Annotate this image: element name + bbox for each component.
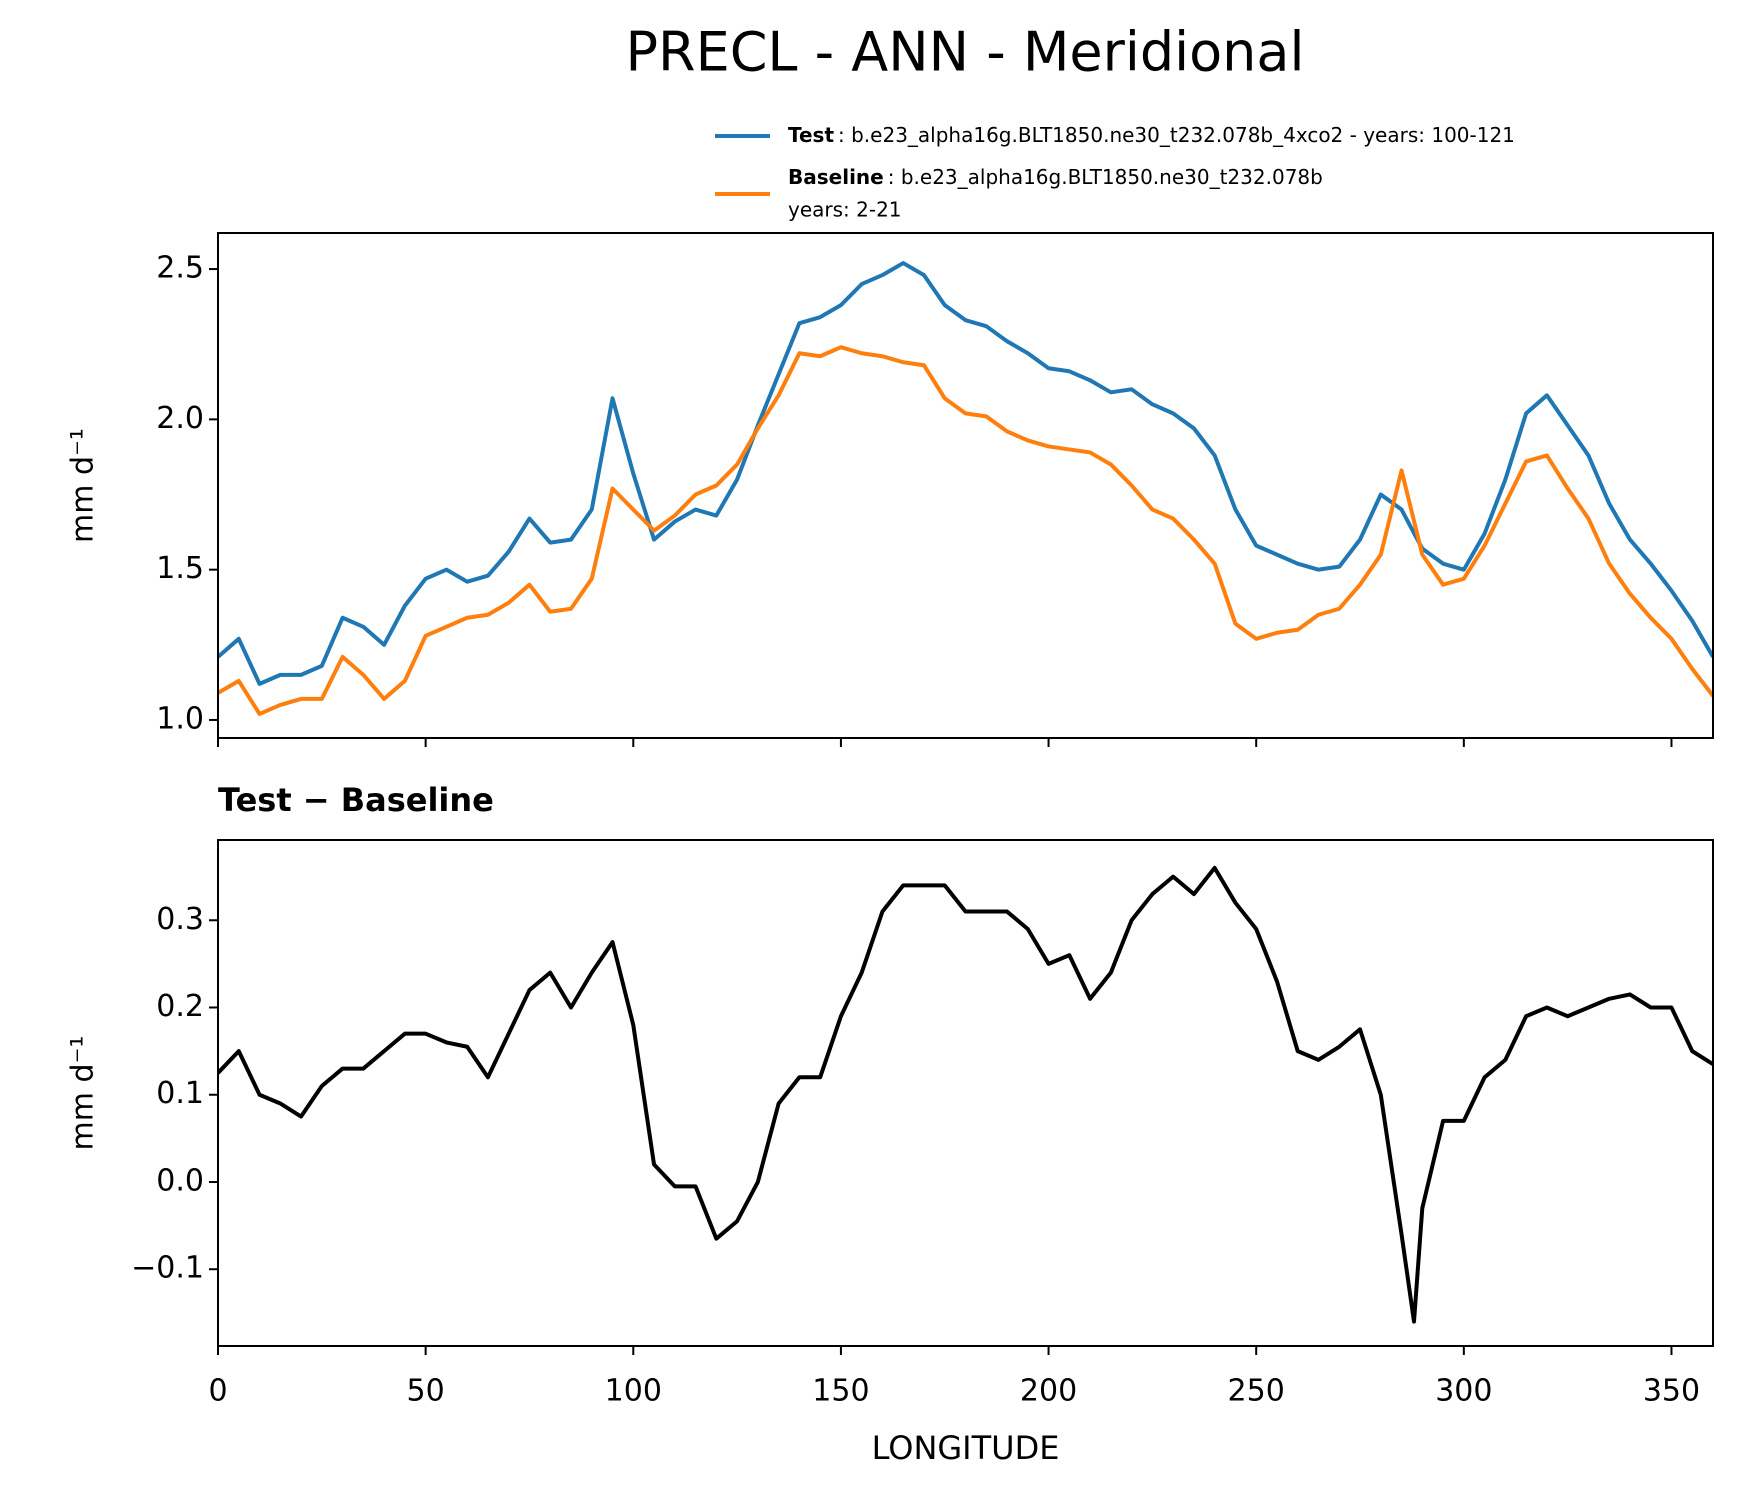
y-axis-label: mm d⁻¹ [66, 428, 101, 543]
y-tick-label: −0.1 [131, 1251, 204, 1286]
x-tick-label: 300 [1435, 1374, 1492, 1409]
y-tick-label: 2.5 [156, 251, 204, 286]
data-line [218, 261, 1713, 686]
plot-frame [217, 232, 1714, 739]
y-tick-label: 2.0 [156, 401, 204, 436]
data-line [218, 345, 1713, 716]
legend-description: years: 2-21 [788, 198, 902, 222]
chart-title: PRECL - ANN - Meridional [625, 21, 1304, 84]
y-tick-label: 1.0 [156, 701, 204, 736]
y-axis-label: mm d⁻¹ [66, 1036, 101, 1151]
x-axis-label: LONGITUDE [872, 1429, 1060, 1467]
x-tick-label: 200 [1020, 1374, 1077, 1409]
y-tick-label: 0.2 [156, 989, 204, 1024]
x-tick-label: 0 [208, 1374, 227, 1409]
legend-description: : b.e23_alpha16g.BLT1850.ne30_t232.078b_… [838, 123, 1515, 147]
y-tick-label: 1.5 [156, 551, 204, 586]
plot-frame [217, 839, 1714, 1347]
x-tick-label: 50 [407, 1374, 445, 1409]
legend-label: Test: b.e23_alpha16g.BLT1850.ne30_t232.0… [788, 123, 1515, 147]
y-tick-label: 0.1 [156, 1076, 204, 1111]
x-tick-label: 100 [605, 1374, 662, 1409]
legend-label: Baseline: b.e23_alpha16g.BLT1850.ne30_t2… [788, 165, 1323, 189]
x-tick-label: 150 [812, 1374, 869, 1409]
y-tick-label: 0.3 [156, 902, 204, 937]
y-tick-label: 0.0 [156, 1163, 204, 1198]
legend-name: Baseline [788, 165, 884, 189]
x-tick-label: 250 [1228, 1374, 1285, 1409]
legend-name: Test [788, 123, 834, 147]
legend-description: : b.e23_alpha16g.BLT1850.ne30_t232.078b [888, 165, 1323, 189]
x-tick-label: 350 [1643, 1374, 1700, 1409]
subplot-title: Test − Baseline [218, 781, 494, 819]
data-line [218, 865, 1713, 1324]
